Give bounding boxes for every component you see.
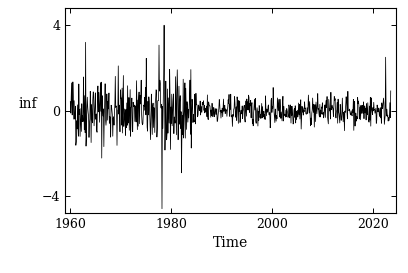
Y-axis label: inf: inf [19, 97, 38, 111]
X-axis label: Time: Time [213, 236, 248, 250]
